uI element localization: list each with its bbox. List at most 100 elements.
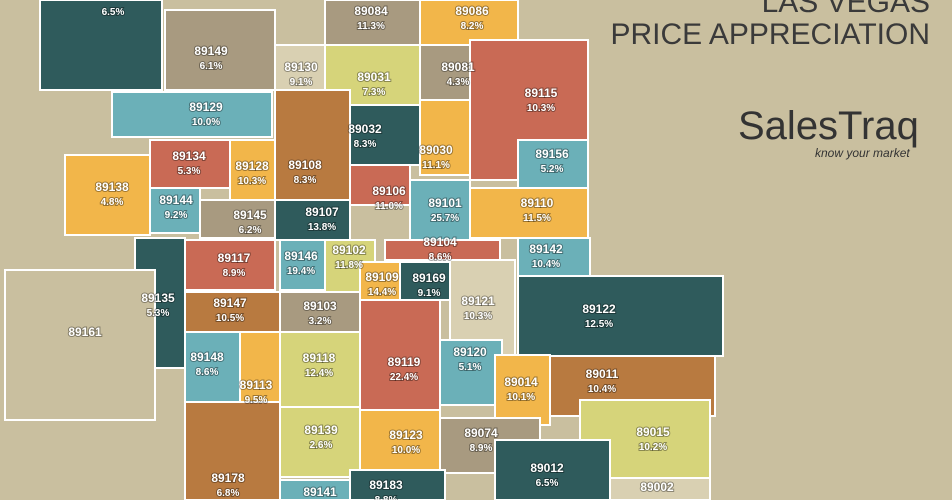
appreciation: 6.2%	[239, 225, 262, 236]
zip-code: 89129	[189, 100, 223, 114]
zip-region	[164, 9, 276, 91]
zip-region	[517, 237, 591, 277]
zip-code: 89032	[348, 122, 382, 136]
appreciation: 12.5%	[585, 319, 613, 330]
zip-region	[469, 187, 589, 239]
zip-code: 89120	[453, 345, 487, 359]
appreciation: 8.9%	[470, 443, 493, 454]
zip-region	[279, 479, 351, 500]
zip-code: 89110	[521, 196, 554, 210]
appreciation: 10.0%	[192, 117, 220, 128]
zip-code: 89011	[586, 367, 619, 381]
zip-code: 89108	[288, 158, 322, 172]
zip-code: 89169	[412, 271, 446, 285]
zip-code: 89156	[535, 147, 569, 161]
appreciation: 14.4%	[368, 287, 396, 298]
zip-region	[4, 269, 156, 421]
zip-region	[149, 187, 201, 234]
zip-region	[439, 339, 503, 406]
zip-region	[494, 354, 551, 426]
zip-region	[609, 477, 711, 500]
appreciation: 10.4%	[532, 259, 560, 270]
appreciation: 10.5%	[216, 313, 244, 324]
appreciation: 9.1%	[418, 288, 441, 299]
zip-code: 89142	[529, 242, 563, 256]
zip-code: 89148	[190, 350, 224, 364]
zip-region	[279, 291, 361, 333]
zip-code: 89134	[172, 149, 206, 163]
appreciation: 9.1%	[290, 77, 313, 88]
appreciation: 10.3%	[464, 311, 492, 322]
zip-code: 89014	[504, 375, 538, 389]
zip-code: 89144	[159, 193, 193, 207]
zip-code: 89030	[419, 143, 453, 157]
title-line: LAS VEGAS	[761, 0, 930, 19]
zip-code: 89115	[525, 86, 558, 100]
zip-code: 89086	[455, 4, 489, 18]
zip-code: 89141	[303, 485, 337, 499]
zip-region	[199, 199, 276, 239]
appreciation: 11.8%	[335, 260, 363, 271]
zip-code: 89104	[423, 235, 457, 249]
zip-code: 89113	[240, 378, 273, 392]
zip-code: 89130	[284, 60, 318, 74]
zip-code: 89123	[389, 428, 423, 442]
appreciation: 3.2%	[309, 316, 332, 327]
zip-code: 89135	[141, 291, 175, 305]
zip-code: 89147	[213, 296, 247, 310]
zip-code: 89122	[582, 302, 616, 316]
zip-region	[324, 0, 421, 46]
appreciation: 11.0%	[375, 201, 403, 212]
zip-region	[494, 439, 611, 500]
appreciation: 8.6%	[196, 367, 219, 378]
appreciation: 8.3%	[354, 139, 377, 150]
zip-region	[409, 179, 471, 241]
zip-code: 89128	[235, 159, 269, 173]
appreciation: 5.2%	[541, 164, 564, 175]
appreciation: 4.3%	[447, 77, 470, 88]
zip-code: 89161	[68, 325, 102, 339]
zip-region	[349, 164, 411, 206]
appreciation: 11.5%	[523, 213, 551, 224]
appreciation: 6.8%	[217, 488, 240, 499]
appreciation: 11.3%	[357, 21, 385, 32]
appreciation: 12.4%	[305, 368, 333, 379]
appreciation: 10.4%	[588, 384, 616, 395]
zip-code: 89074	[464, 426, 498, 440]
zip-region	[64, 154, 151, 236]
zip-code: 89031	[357, 70, 391, 84]
zip-region	[384, 239, 501, 261]
zip-region	[419, 0, 519, 46]
zip-region	[517, 275, 724, 357]
zip-region	[419, 44, 471, 101]
zip-region	[111, 91, 273, 138]
zip-code: 89146	[284, 249, 318, 263]
appreciation: 2.6%	[310, 440, 333, 451]
appreciation: 8.2%	[461, 21, 484, 32]
zip-code: 89102	[332, 243, 366, 257]
appreciation: 11.1%	[422, 160, 450, 171]
appreciation: 6.5%	[102, 7, 125, 18]
appreciation: 10.3%	[527, 103, 555, 114]
zip-code: 89015	[636, 425, 670, 439]
zip-code: 89081	[441, 60, 475, 74]
zip-code: 89149	[194, 44, 228, 58]
zip-region	[184, 331, 241, 403]
appreciation: 4.8%	[101, 197, 124, 208]
appreciation: 8.3%	[294, 175, 317, 186]
appreciation: 8.6%	[429, 252, 452, 263]
logo: SalesTraq	[738, 104, 919, 148]
appreciation: 5.3%	[147, 308, 170, 319]
zip-code: 89117	[218, 251, 251, 265]
zip-code: 89119	[388, 355, 421, 369]
logo-tagline: know your market	[815, 146, 910, 160]
zip-region	[184, 401, 281, 500]
zip-region	[149, 139, 231, 189]
zip-code: 89145	[233, 208, 267, 222]
zip-code: 89103	[303, 299, 337, 313]
appreciation: 5.1%	[459, 362, 482, 373]
appreciation: 10.3%	[238, 176, 266, 187]
appreciation: 9.5%	[245, 395, 268, 406]
